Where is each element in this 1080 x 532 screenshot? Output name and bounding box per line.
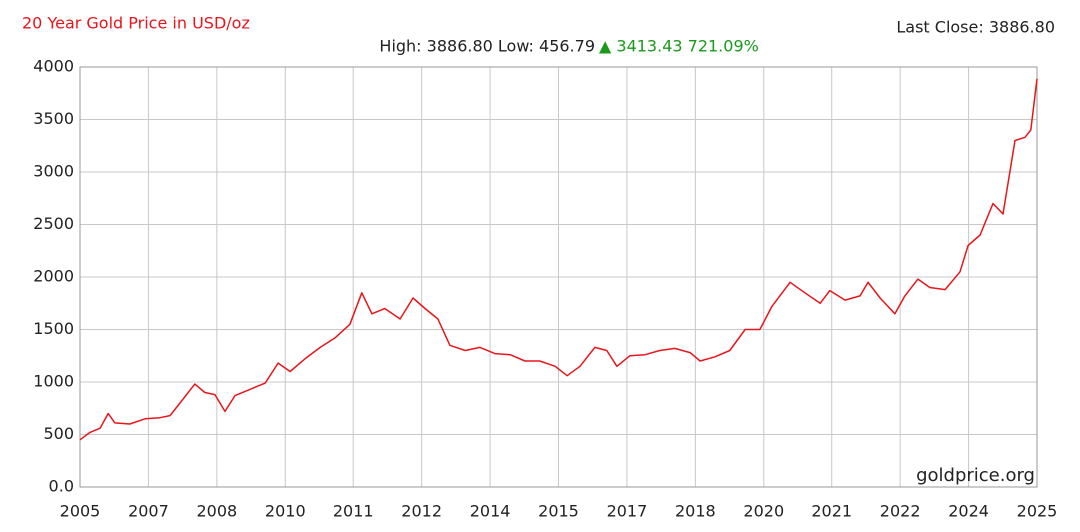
change: ▲ 3413.43 721.09% bbox=[599, 37, 759, 56]
x-tick-label: 2015 bbox=[538, 502, 579, 521]
chart-title: 20 Year Gold Price in USD/oz bbox=[22, 14, 250, 33]
y-tick-label: 2500 bbox=[33, 214, 74, 233]
last-close: Last Close: 3886.80 bbox=[896, 18, 1055, 37]
x-tick-label: 2025 bbox=[1017, 502, 1058, 521]
x-tick-label: 2020 bbox=[743, 502, 784, 521]
x-tick-label: 2021 bbox=[811, 502, 852, 521]
x-tick-label: 2011 bbox=[333, 502, 374, 521]
y-tick-label: 500 bbox=[43, 424, 74, 443]
y-tick-label: 1000 bbox=[33, 372, 74, 391]
x-tick-label: 2008 bbox=[196, 502, 237, 521]
plot-border bbox=[79, 66, 1038, 488]
y-tick-label: 3000 bbox=[33, 162, 74, 181]
y-tick-label: 0.0 bbox=[49, 477, 74, 496]
x-tick-label: 2022 bbox=[880, 502, 921, 521]
x-tick-label: 2012 bbox=[401, 502, 442, 521]
x-tick-label: 2005 bbox=[60, 502, 101, 521]
x-tick-label: 2018 bbox=[675, 502, 716, 521]
x-tick-label: 2007 bbox=[128, 502, 169, 521]
high-low: High: 3886.80 Low: 456.79 bbox=[379, 37, 595, 56]
x-tick-label: 2014 bbox=[470, 502, 511, 521]
source-label: goldprice.org bbox=[916, 465, 1035, 486]
y-tick-label: 3500 bbox=[33, 109, 74, 128]
x-tick-label: 2010 bbox=[265, 502, 306, 521]
x-tick-label: 2017 bbox=[607, 502, 648, 521]
y-tick-label: 2000 bbox=[33, 267, 74, 286]
price-line bbox=[79, 78, 1038, 441]
y-tick-label: 4000 bbox=[33, 57, 74, 76]
x-tick-label: 2024 bbox=[948, 502, 989, 521]
y-tick-label: 1500 bbox=[33, 319, 74, 338]
